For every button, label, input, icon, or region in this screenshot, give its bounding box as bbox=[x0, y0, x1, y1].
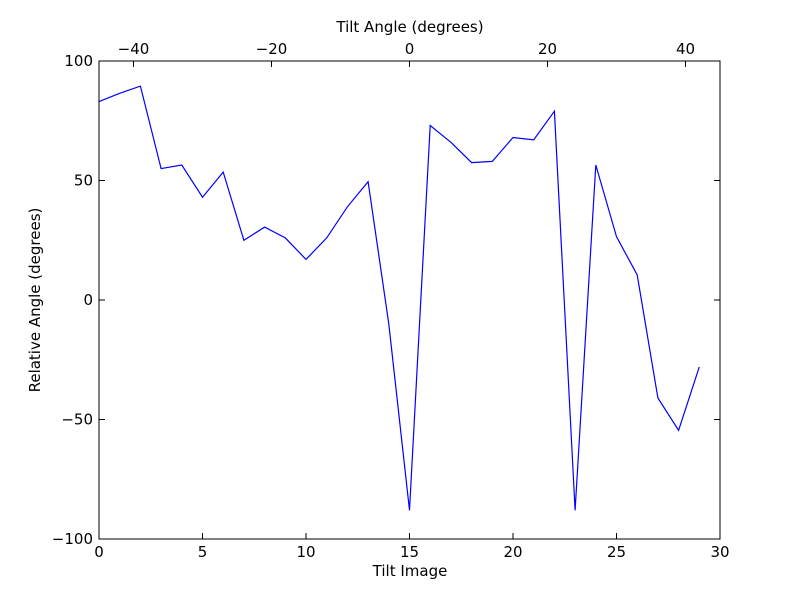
y-tick-label: 100 bbox=[64, 52, 93, 70]
x-axis-label: Tilt Image bbox=[372, 562, 448, 580]
y-axis-label: Relative Angle (degrees) bbox=[26, 208, 44, 393]
y-tick-label: −50 bbox=[61, 411, 93, 429]
y-tick-label: −100 bbox=[52, 530, 93, 548]
top-x-axis-label: Tilt Angle (degrees) bbox=[335, 18, 483, 36]
y-tick-label: 50 bbox=[74, 172, 93, 190]
x-tick-label: 15 bbox=[400, 543, 419, 561]
plot-frame bbox=[98, 60, 721, 540]
y-tick-label: 0 bbox=[83, 291, 93, 309]
x-tick-label: 20 bbox=[503, 543, 522, 561]
x-tick-label: 0 bbox=[94, 543, 104, 561]
top-x-tick-label: 0 bbox=[405, 40, 415, 58]
tick-marks bbox=[98, 60, 721, 540]
x-tick-label: 10 bbox=[296, 543, 315, 561]
top-x-tick-label: 20 bbox=[538, 40, 557, 58]
x-tick-label: 5 bbox=[198, 543, 208, 561]
top-x-tick-label: 40 bbox=[676, 40, 695, 58]
x-tick-label: 25 bbox=[607, 543, 626, 561]
top-x-tick-label: −20 bbox=[256, 40, 288, 58]
data-series-line bbox=[98, 85, 700, 511]
tick-labels: 0 5 10 15 20 25 30 −40 −20 0 20 40 −100 −50 0 50 100 bbox=[52, 40, 730, 561]
top-x-tick-label: −40 bbox=[118, 40, 150, 58]
x-tick-label: 30 bbox=[710, 543, 729, 561]
